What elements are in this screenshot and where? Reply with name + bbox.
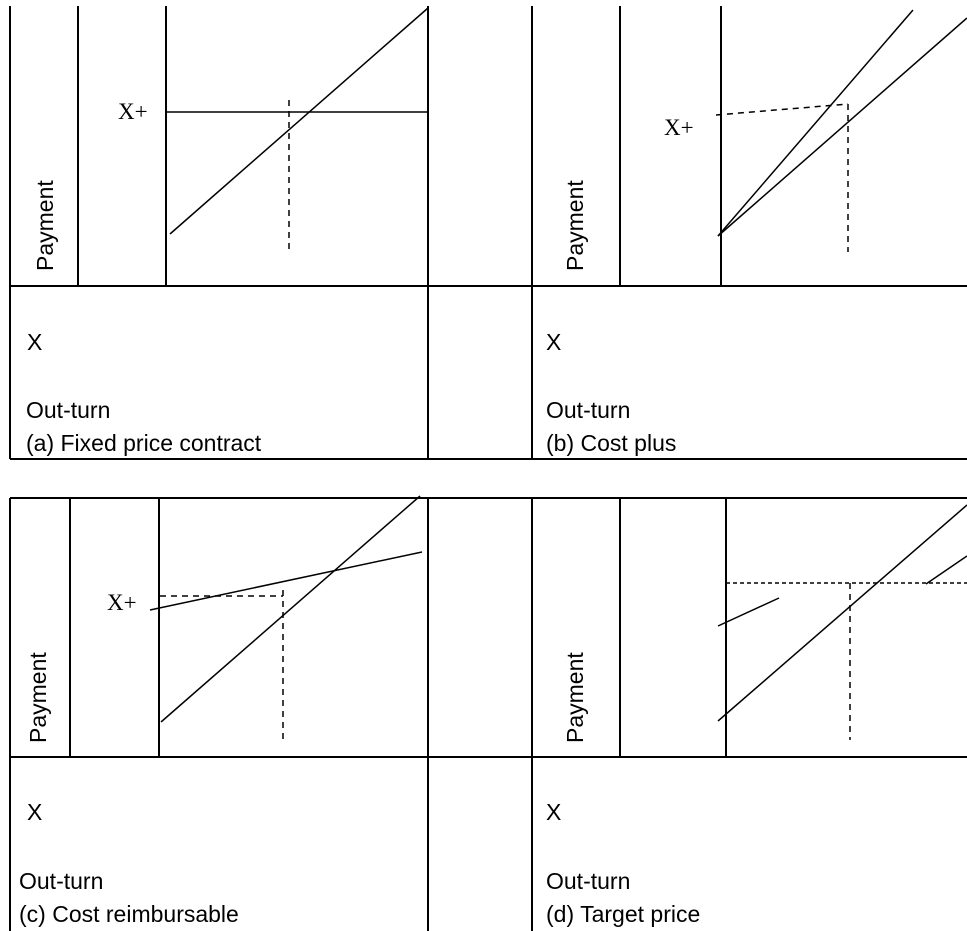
x-marker-label: X: [27, 329, 42, 355]
payment-line-steep: [717, 9, 914, 237]
point-label: X+: [664, 115, 694, 140]
x-axis-label: Out-turn: [546, 397, 630, 423]
panel-caption: (a) Fixed price contract: [26, 430, 262, 456]
x-marker-label: X: [27, 799, 42, 825]
payment-line-steep: [160, 495, 421, 723]
point-label: X+: [118, 99, 148, 124]
payment-line: [169, 7, 429, 235]
y-axis-label: Payment: [562, 652, 588, 743]
panel-caption: (b) Cost plus: [546, 430, 676, 456]
y-axis-label: Payment: [25, 652, 51, 743]
panel-b: X+ Payment X Out-turn (b) Cost plus: [546, 9, 967, 456]
x-marker-label: X: [546, 799, 561, 825]
bottom-table: [9, 497, 967, 931]
top-table: [9, 6, 967, 460]
payment-line-shallow: [717, 17, 967, 237]
payment-line-steep: [717, 504, 967, 722]
panel-a: X+ Payment X Out-turn (a) Fixed price co…: [26, 7, 429, 456]
x-marker-label: X: [546, 329, 561, 355]
y-axis-label: Payment: [32, 180, 58, 271]
panel-c: X+ Payment X Out-turn (c) Cost reimbursa…: [19, 495, 423, 927]
panel-caption: (c) Cost reimbursable: [19, 901, 239, 927]
share-line-left: [717, 597, 780, 627]
y-axis-label: Payment: [562, 180, 588, 271]
dashed-level: [715, 103, 849, 116]
panel-caption: (d) Target price: [546, 901, 700, 927]
x-axis-label: Out-turn: [26, 397, 110, 423]
payment-line-shallow: [149, 551, 423, 611]
panel-d: Payment X Out-turn (d) Target price: [546, 504, 967, 927]
point-label: X+: [107, 590, 137, 615]
x-axis-label: Out-turn: [19, 868, 103, 894]
share-line-right: [925, 555, 967, 585]
x-axis-label: Out-turn: [546, 868, 630, 894]
